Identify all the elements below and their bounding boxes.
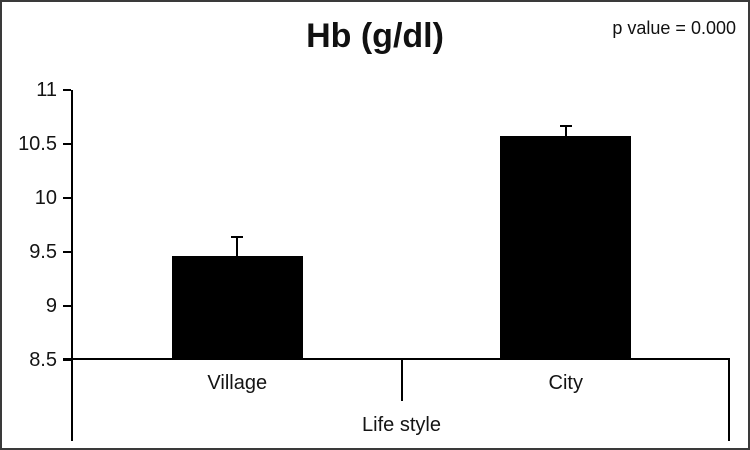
y-tick-label: 10.5 [18, 133, 57, 155]
x-axis-title: Life style [362, 414, 441, 436]
error-bar-line-city [564, 125, 567, 137]
category-label-village: Village [207, 372, 268, 394]
y-tick-label: 11 [36, 79, 57, 101]
category-frame-right [728, 360, 730, 441]
y-tick-label: 9 [45, 295, 57, 317]
y-tick [63, 143, 71, 145]
error-bar-cap-village [231, 235, 244, 238]
y-tick [63, 251, 71, 253]
error-bar-cap-city [559, 124, 572, 127]
bar-city [500, 136, 632, 360]
y-tick [63, 89, 71, 91]
y-tick-label: 8.5 [29, 349, 57, 371]
y-tick-label: 10 [34, 187, 57, 209]
category-divider [400, 360, 403, 401]
y-axis-line [71, 90, 73, 441]
p-value-annotation: p value = 0.000 [612, 18, 736, 38]
error-bar-line-village [236, 236, 239, 257]
category-label-city: City [548, 372, 583, 394]
y-tick [63, 359, 71, 361]
y-tick-label: 9.5 [29, 241, 57, 263]
y-tick [63, 197, 71, 199]
chart-title: Hb (g/dl) [306, 17, 444, 55]
x-axis-line [63, 358, 730, 360]
y-tick [63, 305, 71, 307]
bar-village [171, 256, 303, 360]
